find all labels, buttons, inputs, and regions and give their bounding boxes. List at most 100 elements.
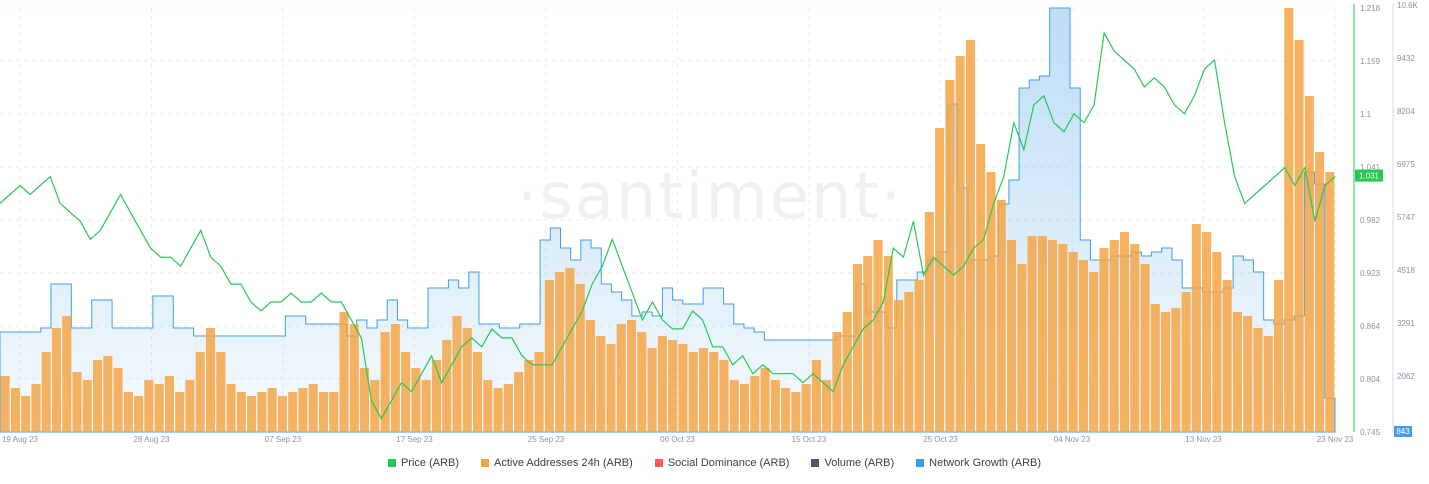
active-addresses-bar — [205, 328, 216, 432]
addresses-current-badge — [1394, 426, 1412, 437]
x-tick-label: 07 Sep 23 — [265, 435, 302, 444]
active-addresses-bar — [401, 352, 411, 432]
active-addresses-bar — [657, 336, 667, 432]
active-addresses-bar — [226, 384, 236, 432]
active-addresses-bar — [1037, 236, 1047, 432]
legend-item[interactable]: Volume (ARB) — [811, 457, 894, 469]
addresses-tick-label: 4518 — [1397, 266, 1415, 275]
x-tick-label: 06 Oct 23 — [660, 435, 695, 444]
active-addresses-bar — [1253, 328, 1263, 432]
active-addresses-bar — [1140, 264, 1150, 432]
price-tick-label: 0.745 — [1360, 428, 1381, 437]
active-addresses-bar — [822, 380, 832, 432]
active-addresses-bar — [811, 360, 821, 432]
legend-swatch — [387, 459, 396, 467]
active-addresses-bar — [1315, 152, 1325, 432]
active-addresses-bar — [842, 312, 852, 432]
active-addresses-bar — [1150, 304, 1160, 432]
active-addresses-bar — [739, 384, 750, 432]
active-addresses-bar — [298, 388, 308, 432]
active-addresses-bar — [164, 376, 174, 432]
active-addresses-bar — [329, 392, 339, 432]
active-addresses-bar — [1161, 312, 1171, 432]
price-series — [0, 31, 1336, 420]
active-addresses-series — [0, 8, 1335, 432]
active-addresses-bar — [524, 360, 534, 432]
active-addresses-bar — [873, 240, 883, 432]
active-addresses-bar — [103, 356, 113, 432]
legend-item[interactable]: Active Addresses 24h (ARB) — [481, 457, 633, 469]
active-addresses-bar — [719, 360, 729, 432]
active-addresses-bar — [257, 392, 267, 432]
price-tick-label: 0.864 — [1360, 322, 1381, 331]
active-addresses-bar — [1027, 236, 1037, 432]
active-addresses-bar — [945, 80, 955, 432]
price-tick-label: 0.982 — [1360, 216, 1381, 225]
x-axis: 19 Aug 23 28 Aug 23 07 Sep 23 17 Sep 23 25 S… — [2, 435, 1354, 444]
watermark: ·santiment· — [517, 160, 903, 234]
active-addresses-bar — [770, 380, 780, 432]
active-addresses-bar — [585, 320, 596, 432]
legend-label: Price (ARB) — [400, 457, 460, 469]
active-addresses-bar — [1109, 240, 1119, 432]
legend-swatch — [916, 459, 925, 467]
active-addresses-bar — [236, 392, 246, 432]
price-current-label: 1.031 — [1359, 172, 1380, 181]
active-addresses-bar — [1273, 280, 1284, 432]
active-addresses-bar — [606, 344, 616, 432]
active-addresses-bar — [493, 388, 503, 432]
legend: Price (ARB) Active Addresses 24h (ARB) Soc… — [0, 457, 1429, 469]
active-addresses-bar — [1243, 316, 1253, 432]
active-addresses-bar — [955, 56, 965, 432]
active-addresses-bar — [247, 396, 257, 432]
active-addresses-bar — [62, 316, 72, 432]
legend-label: Active Addresses 24h (ARB) — [494, 457, 633, 469]
active-addresses-bar — [483, 380, 493, 432]
active-addresses-bar — [965, 40, 975, 432]
active-addresses-bar — [154, 384, 164, 432]
active-addresses-bar — [1325, 172, 1335, 432]
x-tick-label: 04 Nov 23 — [1054, 435, 1091, 444]
active-addresses-bar — [698, 348, 708, 432]
price-tick-label: 0.804 — [1360, 375, 1381, 384]
addresses-tick-label: 2062 — [1397, 372, 1415, 381]
addresses-tick-label: 10.6K — [1397, 1, 1419, 10]
active-addresses-bar — [277, 396, 287, 432]
active-addresses-bar — [1304, 96, 1314, 432]
active-addresses-bar — [1263, 336, 1273, 432]
active-addresses-bar — [544, 280, 554, 432]
legend-item[interactable]: Social Dominance (ARB) — [654, 457, 790, 469]
active-addresses-bar — [688, 352, 698, 432]
price-line — [0, 31, 1336, 420]
active-addresses-bar — [1202, 232, 1212, 432]
legend-item[interactable]: Network Growth (ARB) — [916, 457, 1041, 469]
active-addresses-bar — [1099, 248, 1109, 432]
active-addresses-bar — [750, 376, 760, 432]
x-tick-label: 25 Oct 23 — [923, 435, 958, 444]
active-addresses-bar — [93, 360, 103, 432]
active-addresses-bar — [195, 352, 205, 432]
legend-label: Social Dominance (ARB) — [667, 457, 790, 469]
x-tick-label: 13 Nov 23 — [1185, 435, 1222, 444]
active-addresses-bar — [380, 332, 390, 432]
legend-item[interactable]: Price (ARB) — [387, 457, 460, 469]
addresses-tick-label: 9432 — [1397, 54, 1415, 63]
active-addresses-bar — [863, 256, 873, 432]
active-addresses-bar — [134, 396, 144, 432]
price-tick-label: 1.041 — [1360, 163, 1381, 172]
active-addresses-bar — [267, 388, 277, 432]
active-addresses-bar — [791, 392, 801, 432]
active-addresses-bar — [1222, 280, 1232, 432]
addresses-tick-label: 3291 — [1397, 319, 1415, 328]
x-tick-label: 19 Aug 23 — [2, 435, 39, 444]
active-addresses-bar — [10, 388, 20, 432]
price-axis: 1.218 1.159 1.1 1.041 0.982 0.923 0.864 0.804 0.… — [1353, 4, 1383, 437]
active-addresses-bar — [924, 212, 934, 432]
active-addresses-bar — [894, 300, 904, 432]
active-addresses-bar — [431, 360, 441, 432]
active-addresses-bar — [1058, 244, 1068, 432]
active-addresses-bar — [1119, 232, 1130, 432]
active-addresses-bar — [904, 292, 914, 432]
active-addresses-bar — [462, 328, 472, 432]
active-addresses-bar — [996, 200, 1006, 432]
